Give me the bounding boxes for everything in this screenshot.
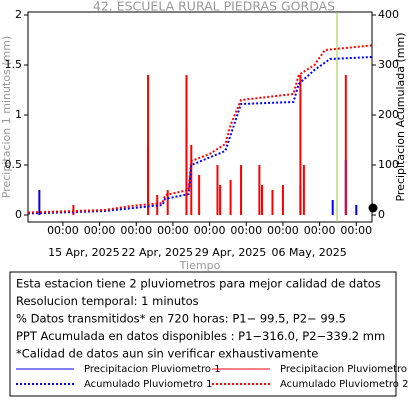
cumulative-line [27,44,373,214]
precip-bar [344,75,347,215]
precip-bar [299,75,302,215]
precip-bar [260,185,263,215]
y-tick-label: 1.5 [5,58,23,71]
legend-label: Acumulado Pluviometro 2 [280,379,408,390]
x-date-label: 15 Apr, 2025 [48,246,120,259]
info-line: PPT Acumulada en datos disponibles : P1−… [16,329,385,343]
y2-tick-label: 400 [378,8,399,21]
precip-bar [190,145,193,215]
precip-bar [331,200,334,215]
precip-bar [229,180,232,215]
precip-bar [185,75,188,215]
x-tick-label: 00:00 [194,224,226,237]
chart-title: 42. ESCUELA RURAL PIEDRAS GORDAS [93,0,335,14]
precip-bar [355,205,358,215]
precip-bar [302,165,305,215]
x-tick-label: 00:00 [84,224,116,237]
x-date-label: 29 Apr, 2025 [195,246,267,259]
y2-tick-label: 100 [378,158,399,171]
precip-bar [166,190,169,215]
x-tick-label: 00:00 [304,224,336,237]
precip-bar [281,185,284,215]
x-tick-label: 00:00 [267,224,299,237]
x-tick-label: 00:00 [340,224,372,237]
precip-bar [38,190,41,215]
precip-bar [72,205,75,215]
plot-frame [27,11,373,223]
y-tick-label: 0 [15,208,22,221]
y-tick-label: 1 [15,108,22,121]
y-tick-label: 0.5 [5,158,23,171]
x-axis-label: Tiempo [179,259,221,272]
precip-bar [198,175,201,215]
precip-bar [271,190,274,215]
status-dot [368,203,378,213]
precip-bar [258,165,261,215]
precip-bar [216,165,219,215]
x-tick-label: 00:00 [157,224,189,237]
info-line: *Calidad de datos aun sin verificar exha… [16,347,318,361]
info-line: % Datos transmitidos* en 720 horas: P1− … [16,312,346,326]
y2-axis-label: Precipitacion Acumulada (mm) [394,32,407,201]
info-box [9,271,397,397]
info-line: Resolucion temporal: 1 minutos [16,294,199,308]
x-tick-label: 00:00 [120,224,152,237]
y-tick-label: 2 [15,8,22,21]
info-line: Esta estacion tiene 2 pluviometros para … [16,277,381,291]
legend-label: Acumulado Pluviometro 1 [84,379,212,390]
x-date-label: 22 Apr, 2025 [121,246,193,259]
x-tick-label: 00:00 [47,224,79,237]
y2-tick-label: 300 [378,58,399,71]
legend-label: Precipitacion Pluviometro 1 [84,364,221,375]
y-axis-label: Precipitacion 1 minutos (mm) [0,36,13,198]
legend-label: Precipitacion Pluviometro 2 [280,364,408,375]
precip-bar [219,185,222,215]
y2-tick-label: 200 [378,108,399,121]
y2-tick-label: 0 [378,208,385,221]
precip-bar [240,165,243,215]
x-tick-label: 00:00 [230,224,262,237]
cumulative-line [27,56,373,215]
precip-bar [147,75,150,215]
x-date-label: 06 May, 2025 [272,246,347,259]
